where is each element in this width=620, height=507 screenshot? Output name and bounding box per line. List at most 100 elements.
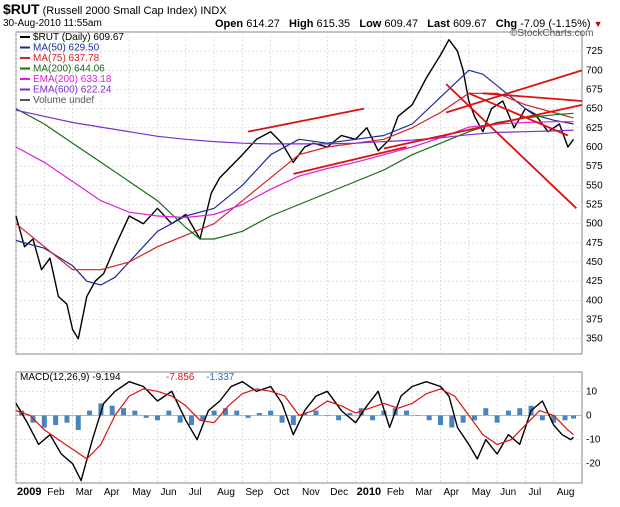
y-tick-label: 450 bbox=[586, 257, 603, 268]
x-tick-label: Mar bbox=[415, 487, 433, 498]
histogram-bar bbox=[166, 410, 172, 416]
legend-label-ema600: EMA(600) 622.24 bbox=[33, 85, 112, 96]
y-tick-label: 400 bbox=[586, 295, 603, 306]
histogram-bar bbox=[109, 405, 115, 416]
trendline-lower-channel bbox=[293, 146, 407, 175]
y-tick-label: 500 bbox=[586, 219, 603, 230]
y-tick-label: 550 bbox=[586, 180, 603, 191]
last-label: Last bbox=[427, 18, 450, 30]
histogram-bar bbox=[471, 415, 477, 421]
chg-value: -7.09 (-1.15%) bbox=[520, 18, 591, 30]
legend-label-macd_line: MACD(12,26,9) -9.194 bbox=[20, 372, 121, 383]
histogram-bar bbox=[302, 413, 308, 416]
histogram-bar bbox=[234, 410, 240, 416]
histogram-bar bbox=[177, 415, 183, 423]
histogram-bar bbox=[562, 415, 568, 421]
x-tick-label: Feb bbox=[47, 487, 65, 498]
high-value: 615.35 bbox=[316, 18, 351, 30]
histogram-bar bbox=[75, 415, 81, 430]
histogram-bar bbox=[211, 410, 217, 416]
histogram-bar bbox=[41, 415, 47, 428]
trendline-decline-channel bbox=[468, 92, 569, 137]
histogram-bar bbox=[290, 415, 296, 426]
index-name: (Russell 2000 Small Cap Index) bbox=[42, 5, 198, 17]
histogram-bar bbox=[358, 408, 364, 416]
y-tick-label: 0 bbox=[586, 410, 592, 421]
histogram-bar bbox=[132, 410, 138, 416]
datetime: 30-Aug-2010 11:55am bbox=[3, 18, 102, 29]
histogram-bar bbox=[494, 415, 500, 423]
histogram-bar bbox=[336, 415, 342, 421]
histogram-bar bbox=[188, 415, 194, 426]
x-tick-label: Nov bbox=[302, 487, 320, 498]
y-tick-label: -20 bbox=[586, 459, 601, 470]
histogram-bar bbox=[539, 415, 545, 421]
histogram-bar bbox=[98, 403, 104, 416]
trendline-top-resistance bbox=[482, 92, 583, 102]
last-value: 609.67 bbox=[452, 18, 487, 30]
x-tick-label: Oct bbox=[274, 487, 290, 498]
header-date: 30-Aug-2010 11:55am bbox=[3, 18, 102, 29]
histogram-bar bbox=[551, 415, 557, 423]
open-value: 614.27 bbox=[246, 18, 280, 30]
y-tick-label: 625 bbox=[586, 123, 603, 134]
x-tick-label: Feb bbox=[387, 487, 405, 498]
series-line-macd_line bbox=[15, 381, 574, 482]
y-tick-label: 475 bbox=[586, 238, 603, 249]
legend-label-hist: -1.337 bbox=[206, 372, 235, 383]
histogram-bar bbox=[155, 415, 160, 421]
ohlc-bar: Open 614.27 High 615.35 Low 609.47 Last … bbox=[215, 18, 603, 30]
x-tick-label: Jun bbox=[500, 487, 516, 498]
legend-label-signal_line: -7.856 bbox=[166, 372, 195, 383]
y-tick-label: 10 bbox=[586, 386, 598, 397]
legend-label-ma75: MA(75) 637.78 bbox=[33, 53, 100, 64]
trendline-steep-decline bbox=[445, 83, 577, 209]
histogram-bar bbox=[87, 410, 93, 416]
histogram-bar bbox=[256, 413, 262, 416]
histogram-bar bbox=[268, 410, 274, 416]
high-label: High bbox=[289, 18, 314, 30]
histogram-bar bbox=[64, 415, 70, 423]
y-tick-label: 525 bbox=[586, 200, 603, 211]
chg-label: Chg bbox=[495, 18, 518, 30]
legend-label-ema200: EMA(200) 633.18 bbox=[33, 74, 112, 85]
y-tick-label: 425 bbox=[586, 276, 603, 287]
x-tick-label: Apr bbox=[104, 487, 120, 498]
histogram-bar bbox=[460, 415, 466, 423]
open-label: Open bbox=[215, 18, 244, 30]
histogram-bar bbox=[404, 410, 410, 416]
histogram-bar bbox=[121, 408, 127, 416]
histogram-bar bbox=[313, 410, 319, 416]
watermark: ©StockCharts.com bbox=[510, 28, 594, 39]
low-label: Low bbox=[359, 18, 382, 30]
legend-label-ma200: MA(200) 644.06 bbox=[33, 64, 105, 75]
x-tick-label: 2010 bbox=[357, 486, 381, 498]
x-tick-label: Dec bbox=[330, 487, 348, 498]
y-tick-label: 700 bbox=[586, 65, 603, 76]
y-tick-label: 375 bbox=[586, 315, 603, 326]
y-tick-label: 650 bbox=[586, 104, 603, 115]
x-tick-label: Sep bbox=[245, 487, 263, 498]
header-title-line: $RUT (Russell 2000 Small Cap Index) INDX bbox=[3, 1, 227, 17]
x-tick-label: Aug bbox=[217, 487, 235, 498]
y-tick-label: 725 bbox=[586, 46, 603, 57]
x-tick-label: Jul bbox=[189, 487, 202, 498]
symbol: $RUT bbox=[3, 1, 40, 17]
y-tick-label: 600 bbox=[586, 142, 603, 153]
histogram-bar bbox=[571, 415, 577, 419]
y-tick-label: 675 bbox=[586, 85, 603, 96]
histogram-bar bbox=[279, 415, 285, 423]
x-tick-label: May bbox=[132, 487, 151, 498]
x-tick-label: May bbox=[472, 487, 491, 498]
legend-label-volume: Volume undef bbox=[33, 95, 94, 106]
histogram-bar bbox=[505, 410, 511, 416]
trendline-upper-channel bbox=[247, 107, 365, 133]
histogram-bar bbox=[245, 415, 251, 418]
exchange: INDX bbox=[200, 5, 227, 17]
y-tick-label: -10 bbox=[586, 435, 601, 446]
histogram-bar bbox=[143, 415, 149, 418]
price-chart: 350 375 400 425 450 475 500 525 550 575 600 625 650 6… bbox=[15, 31, 603, 355]
histogram-bar bbox=[381, 410, 387, 416]
histogram-bar bbox=[426, 415, 432, 421]
legend-label-ma50: MA(50) 629.50 bbox=[33, 43, 100, 54]
